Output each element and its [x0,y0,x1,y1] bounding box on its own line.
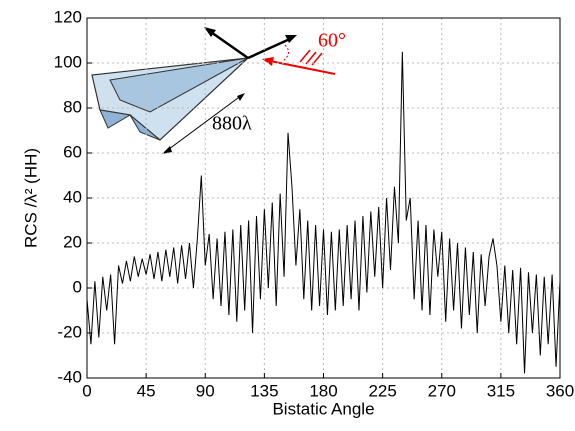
y-tick-label: 0 [73,277,82,296]
y-tick-label: 120 [54,7,82,26]
y-tick-label: 60 [63,142,82,161]
x-tick-label: 225 [368,381,396,400]
y-tick-label: 40 [63,187,82,206]
x-tick-label: 180 [309,381,337,400]
y-tick-label: -40 [57,367,82,386]
y-axis-label: RCS /λ² (HH) [21,148,40,248]
annotation: 880λ [212,113,252,135]
aircraft-inset [91,27,336,154]
x-tick-label: 135 [250,381,278,400]
x-axis-label: Bistatic Angle [272,399,374,418]
x-tick-label: 45 [137,381,156,400]
x-tick-label: 360 [546,381,574,400]
annotation: 60° [318,30,346,52]
x-tick-label: 315 [487,381,515,400]
data-line [86,51,561,374]
y-tick-label: 100 [54,52,82,71]
x-tick-label: 0 [82,381,91,400]
y-tick-label: 80 [63,97,82,116]
y-tick-label: -20 [57,322,82,341]
y-tick-label: 20 [63,232,82,251]
plot-frame [86,17,561,379]
x-tick-label: 270 [428,381,456,400]
x-tick-label: 90 [196,381,215,400]
